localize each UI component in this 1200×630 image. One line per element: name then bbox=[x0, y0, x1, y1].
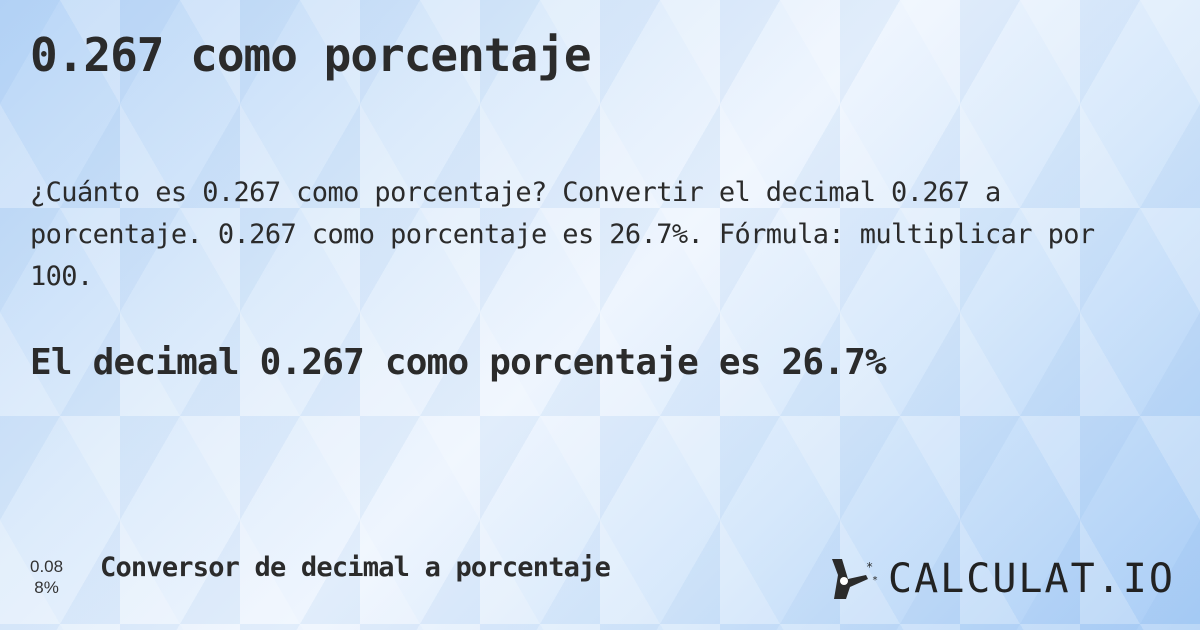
converter-link[interactable]: Conversor de decimal a porcentaje bbox=[100, 552, 611, 583]
magic-wand-hand-icon: * * bbox=[832, 559, 878, 599]
calculat-logo[interactable]: * * CALCULAT.IO bbox=[828, 556, 1175, 602]
mini-percent: 8% bbox=[34, 578, 59, 597]
description: ¿Cuánto es 0.267 como porcentaje? Conver… bbox=[30, 177, 1095, 292]
page-title: 0.267 como porcentaje bbox=[30, 28, 592, 82]
svg-text:*: * bbox=[866, 560, 873, 574]
converter-icon: 0.08 8% bbox=[30, 556, 63, 598]
svg-text:*: * bbox=[872, 575, 878, 586]
result-text: El decimal 0.267 como porcentaje es 26.7… bbox=[30, 342, 887, 383]
mini-decimal: 0.08 bbox=[30, 557, 64, 576]
logo-text: CALCULAT.IO bbox=[888, 556, 1175, 602]
